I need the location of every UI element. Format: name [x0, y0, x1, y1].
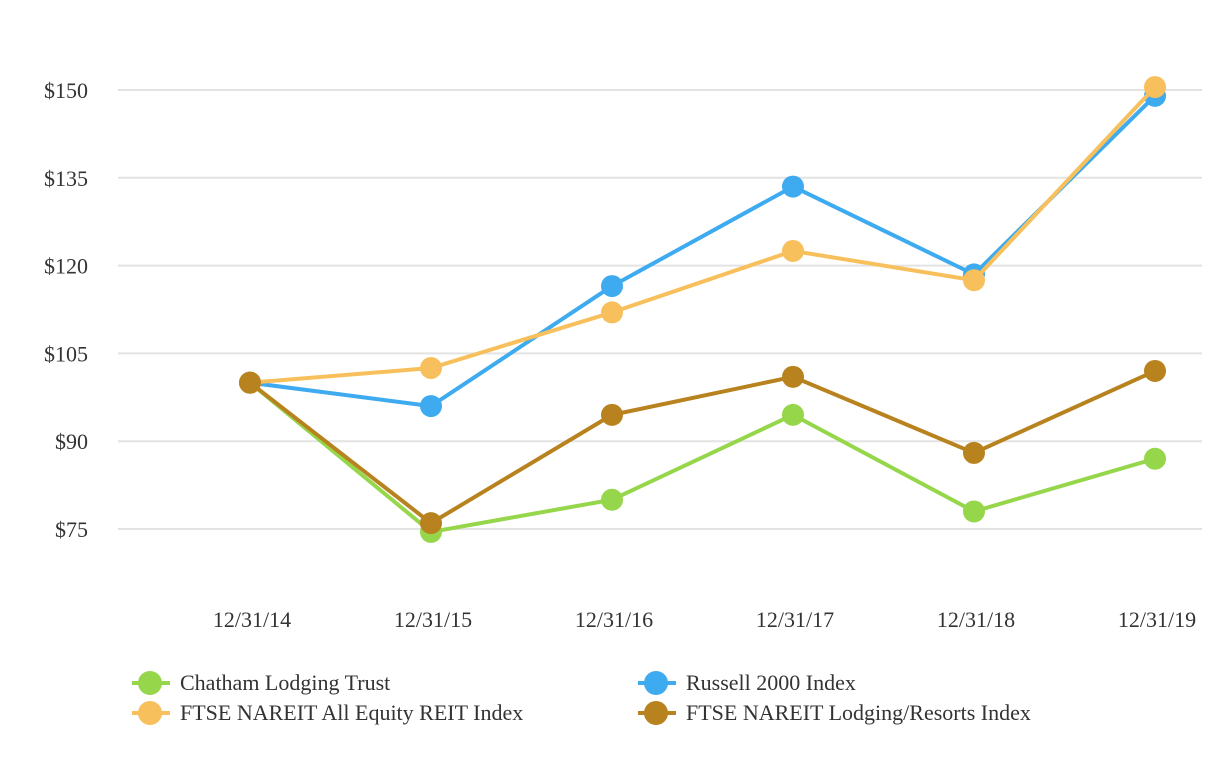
data-point: [1144, 447, 1166, 470]
y-tick-label: $90: [55, 429, 88, 454]
data-point: [782, 175, 804, 198]
data-point: [782, 403, 804, 426]
data-point: [963, 269, 985, 292]
legend-dot-marker: [644, 701, 668, 725]
series-line: [249, 85, 1157, 385]
legend-item: FTSE NAREIT Lodging/Resorts Index: [638, 700, 1031, 725]
series-line: [248, 369, 1156, 526]
data-point: [420, 357, 442, 380]
legend: Chatham Lodging Trust Russell 2000 Index F…: [132, 670, 1031, 725]
legend-dot-marker: [138, 671, 162, 695]
x-tick-label: 12/31/14: [213, 607, 291, 632]
y-axis-ticks: $75 $90 $105 $120 $135 $150: [44, 78, 88, 542]
y-tick-label: $105: [44, 341, 88, 366]
data-point: [1144, 76, 1166, 99]
legend-label: Russell 2000 Index: [686, 670, 856, 695]
gridlines: [118, 89, 1202, 530]
x-tick-label: 12/31/15: [394, 607, 472, 632]
y-tick-label: $150: [44, 78, 88, 103]
data-point: [601, 275, 623, 298]
legend-label: FTSE NAREIT Lodging/Resorts Index: [686, 700, 1031, 725]
legend-label: FTSE NAREIT All Equity REIT Index: [180, 700, 523, 725]
data-point: [601, 301, 623, 324]
series-3: [239, 359, 1166, 535]
x-tick-label: 12/31/17: [756, 607, 834, 632]
legend-dot-marker: [138, 701, 162, 725]
data-point: [963, 441, 985, 464]
series-lines: [239, 76, 1166, 543]
y-tick-label: $135: [44, 166, 88, 191]
legend-dot-marker: [644, 671, 668, 695]
data-point: [420, 395, 442, 418]
data-point: [601, 488, 623, 511]
series-1: [239, 84, 1166, 418]
legend-item: FTSE NAREIT All Equity REIT Index: [132, 700, 523, 725]
data-point: [1144, 359, 1166, 382]
y-tick-label: $120: [44, 254, 88, 279]
series-0: [239, 371, 1166, 543]
legend-item: Chatham Lodging Trust: [132, 670, 390, 695]
x-tick-label: 12/31/18: [937, 607, 1015, 632]
data-point: [239, 371, 261, 394]
x-tick-label: 12/31/16: [575, 607, 653, 632]
data-point: [782, 239, 804, 262]
y-tick-label: $75: [55, 517, 88, 542]
series-line: [248, 381, 1156, 534]
data-point: [782, 365, 804, 388]
data-point: [963, 500, 985, 523]
data-point: [601, 403, 623, 426]
legend-item: Russell 2000 Index: [638, 670, 856, 695]
x-tick-label: 12/31/19: [1118, 607, 1196, 632]
data-point: [420, 512, 442, 535]
series-line: [249, 94, 1157, 409]
legend-label: Chatham Lodging Trust: [180, 670, 390, 695]
x-axis-ticks: 12/31/14 12/31/15 12/31/16 12/31/17 12/31/18…: [213, 607, 1196, 632]
